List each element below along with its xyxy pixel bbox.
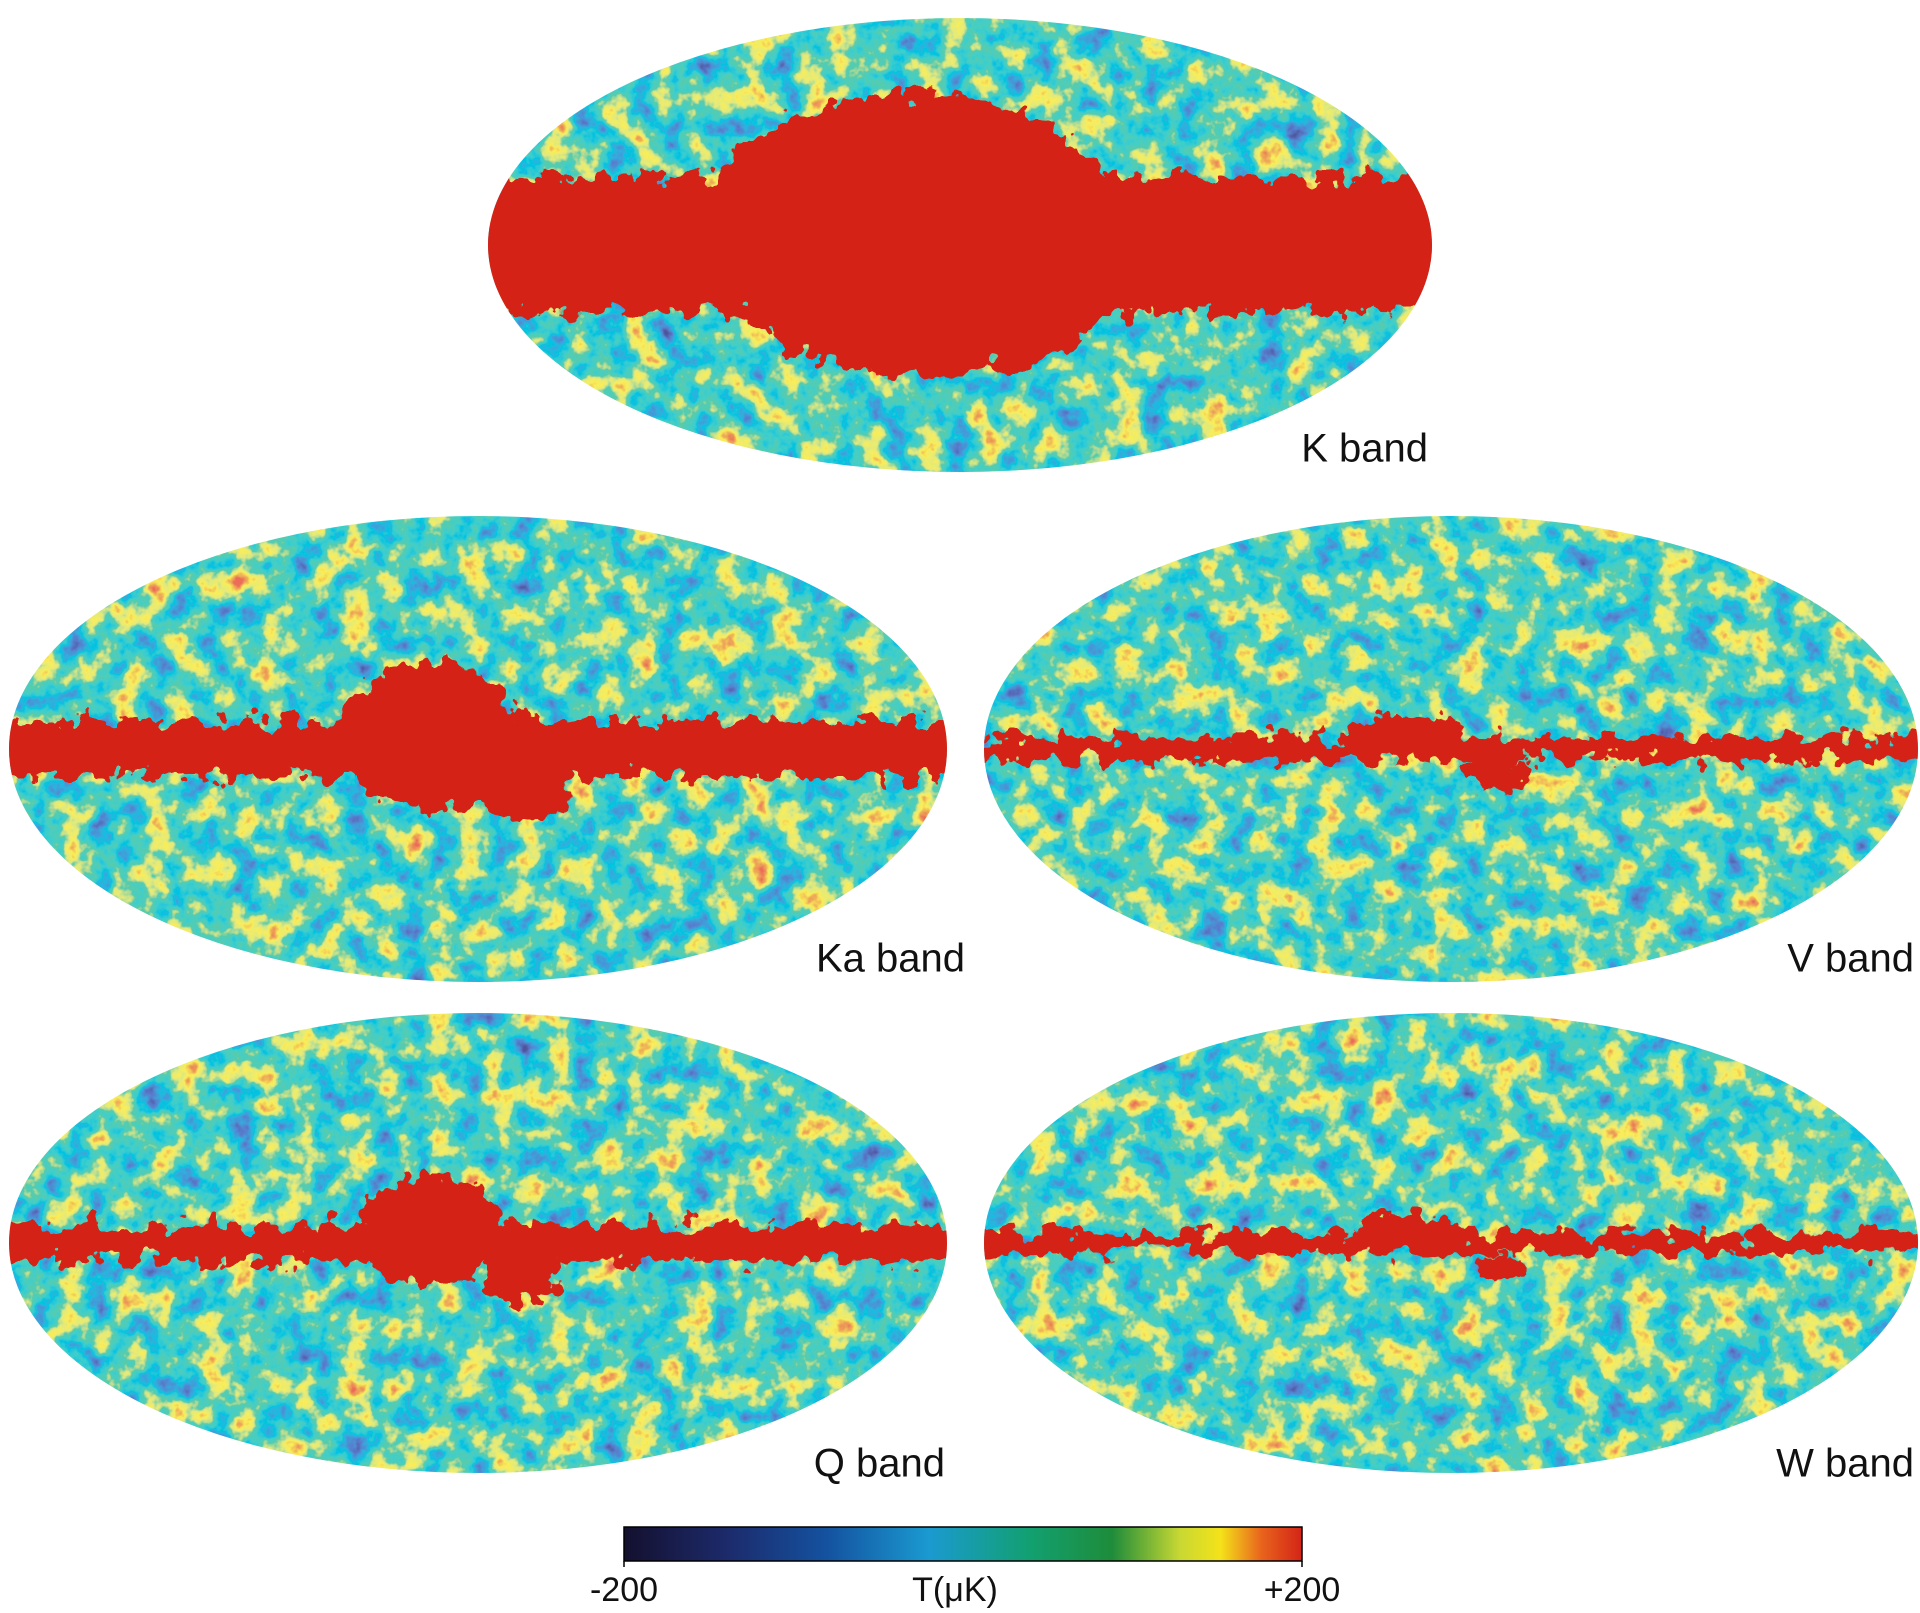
galactic-bulge — [337, 662, 525, 812]
galactic-plane — [984, 1213, 1918, 1279]
galactic-spur — [1474, 1253, 1522, 1279]
map-label: Q band — [814, 1442, 945, 1486]
map-label: V band — [1787, 937, 1914, 981]
galactic-band — [984, 1233, 1918, 1253]
galactic-spur — [489, 1227, 561, 1305]
galactic-spur — [478, 720, 572, 825]
galactic-spur — [1469, 755, 1526, 789]
galactic-spur — [901, 169, 1114, 367]
sky-map — [984, 516, 1918, 982]
sky-map — [984, 1013, 1918, 1473]
galactic-plane — [9, 662, 947, 825]
colorbar-label: T(μK) — [912, 1571, 998, 1609]
galactic-plane — [984, 714, 1918, 789]
galactic-bulge — [1348, 714, 1461, 761]
map-label: K band — [1301, 427, 1428, 471]
map-label: Ka band — [816, 937, 965, 981]
galactic-bulge — [1357, 1213, 1452, 1250]
map-label: W band — [1776, 1442, 1914, 1486]
colorbar-tick-label: +200 — [1264, 1571, 1341, 1609]
sky-map — [9, 1013, 947, 1473]
colorbar-tick-label: -200 — [590, 1571, 658, 1609]
galactic-plane — [488, 92, 1432, 375]
sky-map — [9, 516, 947, 982]
galactic-plane — [9, 1176, 947, 1305]
sky-map — [488, 18, 1432, 472]
galactic-bulge — [360, 1176, 502, 1287]
colorbar — [623, 1526, 1303, 1562]
